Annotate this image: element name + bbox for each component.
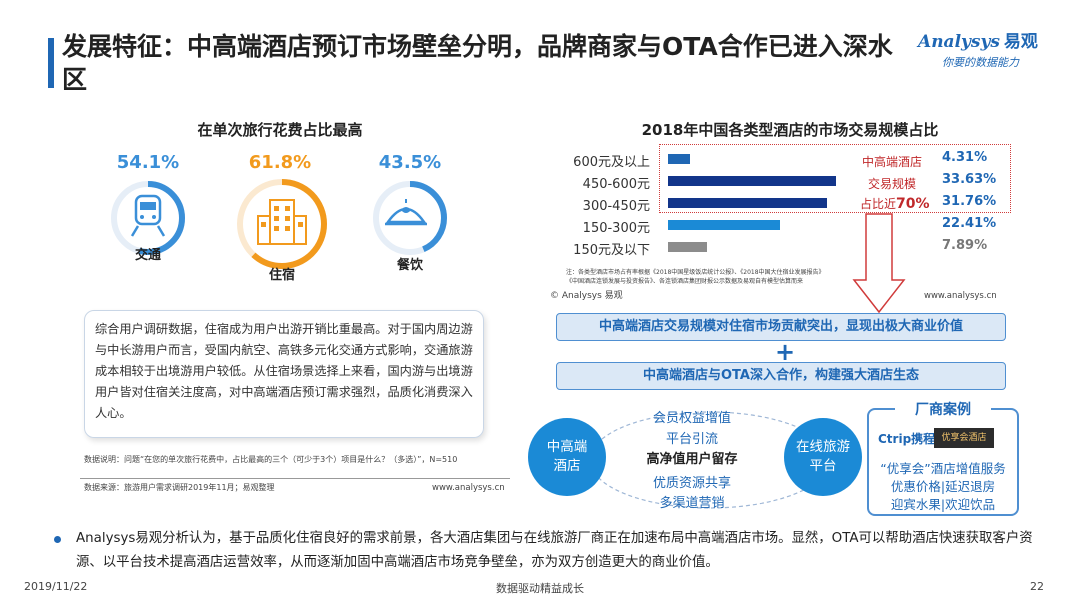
case-line-3: 迎宾水果|欢迎饮品 xyxy=(890,497,996,512)
bar xyxy=(668,176,837,186)
transport-ring xyxy=(111,181,185,255)
down-arrow-icon xyxy=(852,213,906,314)
left-data-note: 数据说明：问题“在您的单次旅行花费中，占比最高的三个（可少于3个）项目是什么？（… xyxy=(84,455,458,464)
annotation-line2: 交易规模 xyxy=(868,177,917,191)
circle-midhigh-hotel: 中高端 酒店 xyxy=(528,418,606,496)
train-icon xyxy=(130,194,166,237)
summary-note-box: 综合用户调研数据，住宿成为用户出游开销比重最高。对于国内周边游与中长游用户而言，… xyxy=(84,310,484,438)
title-accent-bar xyxy=(48,38,54,88)
circle-ota-platform: 在线旅游 平台 xyxy=(784,418,862,496)
chart-copyright: © Analysys 易观 xyxy=(550,291,623,301)
bar-category-label: 150-300元 xyxy=(582,221,650,236)
left-source: 数据来源：旅游用户需求调研2019年11月；易观整理 xyxy=(84,483,275,492)
analysys-logo: Analysys 易观 你要的数据能力 xyxy=(918,27,1058,71)
food-cloche-icon xyxy=(385,199,427,226)
bar xyxy=(668,242,708,252)
bar xyxy=(668,198,827,208)
bar-category-label: 600元及以上 xyxy=(573,155,650,170)
benefit-retention: 高净值用户留存 xyxy=(646,452,738,467)
bar-category-label: 450-600元 xyxy=(582,177,650,192)
highlight-dashed-box xyxy=(659,144,1011,213)
bar xyxy=(668,220,781,230)
left-divider xyxy=(80,478,510,479)
page-number: 22 xyxy=(1030,580,1044,593)
bar-value-label: 31.76% xyxy=(942,194,997,209)
chart-url: www.analysys.cn xyxy=(924,291,997,301)
logo-tagline: 你要的数据能力 xyxy=(942,56,1019,69)
insight-band-1: 中高端酒店交易规模对住宿市场贡献突出，显现出极大商业价值 xyxy=(556,313,1006,341)
label-lodging: 住宿 xyxy=(268,268,295,283)
footer-slogan: 数据驱动精益成长 xyxy=(496,582,584,595)
case-line-1: “优享会”酒店增值服务 xyxy=(880,461,1006,476)
analysis-bullet: Analysys易观分析认为，基于品质化住宿良好的需求前景，各大酒店集团与在线旅… xyxy=(76,531,1033,570)
dining-ring xyxy=(373,181,447,255)
insight-band-2: 中高端酒店与OTA深入合作，构建强大酒店生态 xyxy=(556,362,1006,390)
chart-title: 2018年中国各类型酒店的市场交易规模占比 xyxy=(641,121,939,139)
left-section-title: 在单次旅行花费占比最高 xyxy=(197,121,363,139)
footer-date: 2019/11/22 xyxy=(24,580,88,593)
bar-value-label: 4.31% xyxy=(942,150,988,165)
case-line-2: 优惠价格|延迟退房 xyxy=(890,479,996,494)
page-title: 发展特征：中高端酒店预订市场壁垒分明，品牌商家与OTA合作已进入深水区 xyxy=(62,32,893,94)
left-url: www.analysys.cn xyxy=(432,483,505,493)
benefit-resource: 优质资源共享 xyxy=(652,476,731,491)
logo-text: Analysys xyxy=(918,32,1000,52)
benefit-traffic: 平台引流 xyxy=(665,432,718,447)
chart-note-2: 《中国酒店连锁发展与投资报告》、各连锁酒店集团财报公示数据及易观自有模型估算而来 xyxy=(566,278,804,285)
bar-category-label: 150元及以下 xyxy=(573,243,650,258)
logo-cn-text: 易观 xyxy=(1003,32,1038,52)
annotation-line3: 占比近70% xyxy=(860,196,930,212)
bar-value-label: 22.41% xyxy=(942,216,997,231)
lodging-ring xyxy=(237,179,327,269)
bar-category-label: 300-450元 xyxy=(582,199,650,214)
bar-value-label: 7.89% xyxy=(942,238,988,253)
bar-value-label: 33.63% xyxy=(942,172,997,187)
bullet-dot xyxy=(54,536,61,543)
pct-lodging: 61.8% xyxy=(248,152,312,173)
bar xyxy=(668,154,690,164)
pct-transport: 54.1% xyxy=(116,152,180,173)
benefit-member: 会员权益增值 xyxy=(652,411,731,426)
benefit-marketing: 多渠道营销 xyxy=(659,496,725,511)
label-dining: 餐饮 xyxy=(396,258,423,273)
annotation-line1: 中高端酒店 xyxy=(862,155,923,169)
plus-sign: + xyxy=(775,338,796,366)
hotel-building-icon xyxy=(257,199,307,245)
chart-note-1: 注：各类型酒店市场占有率根据《2018中国星级饭店统计公报》、《2018中国大住… xyxy=(566,269,825,276)
ctrip-logo: Ctrip携程 xyxy=(878,432,936,446)
label-transport: 交通 xyxy=(134,248,161,263)
case-title: 厂商案例 xyxy=(895,399,991,419)
pct-dining: 43.5% xyxy=(378,152,442,173)
youxianghui-logo: 优享会酒店 xyxy=(934,428,994,448)
